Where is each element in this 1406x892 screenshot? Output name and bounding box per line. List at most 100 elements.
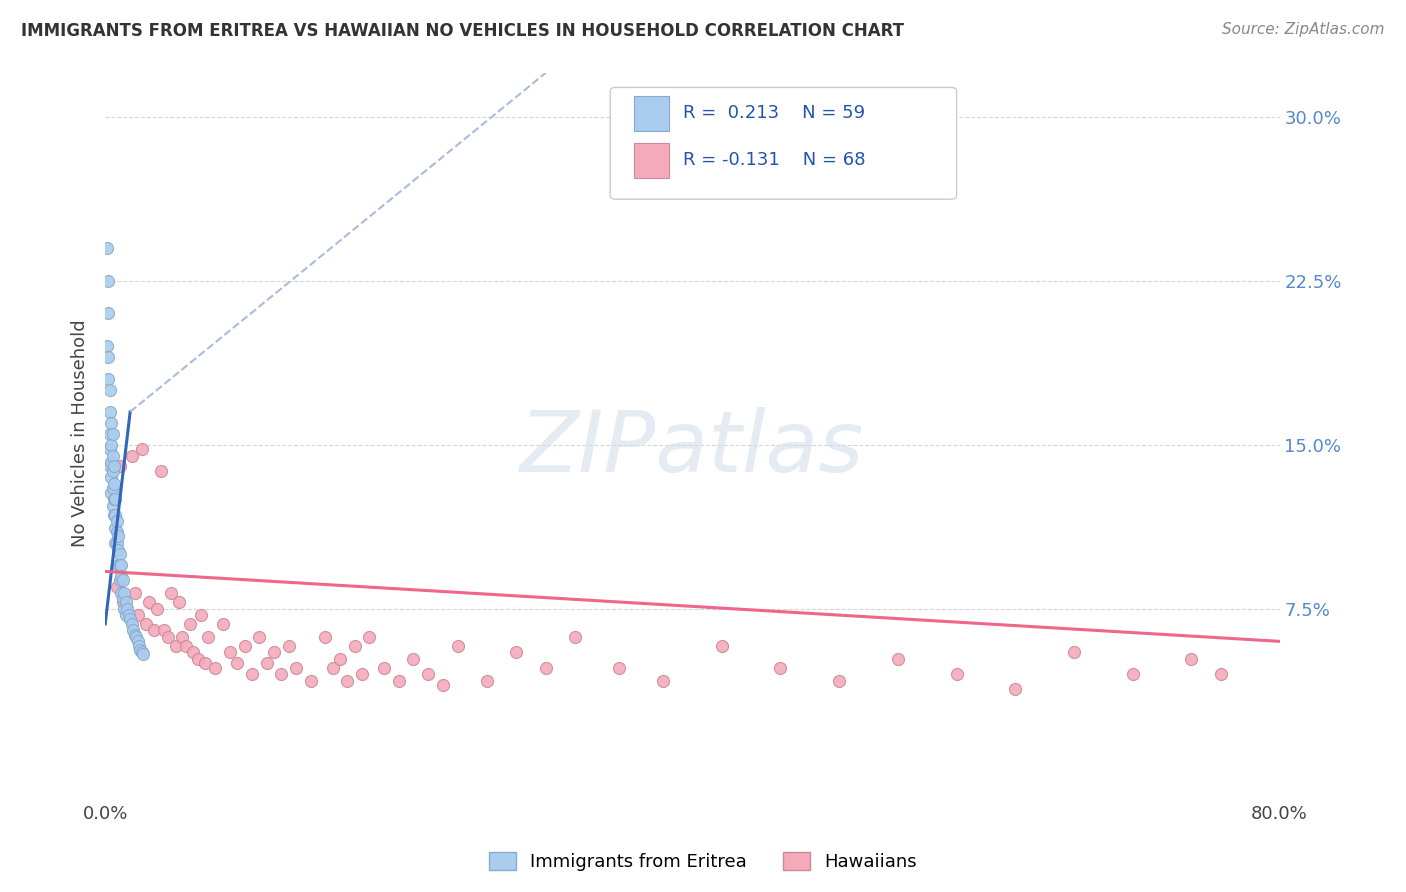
- Point: [100, 437, 122, 451]
- Point: [150, 464, 173, 478]
- Point: [256, 657, 278, 671]
- Point: [1122, 667, 1144, 681]
- Point: [132, 648, 155, 662]
- Point: [418, 667, 440, 681]
- Point: [263, 645, 285, 659]
- Point: [105, 580, 128, 594]
- Point: [219, 645, 242, 659]
- Point: [135, 616, 157, 631]
- Point: [710, 639, 733, 653]
- Text: R =  0.213    N = 59: R = 0.213 N = 59: [683, 104, 865, 122]
- Point: [104, 536, 127, 550]
- Point: [103, 459, 125, 474]
- Point: [1209, 667, 1232, 681]
- Point: [97, 372, 120, 386]
- Point: [100, 416, 122, 430]
- Point: [1063, 645, 1085, 659]
- Point: [98, 459, 121, 474]
- Point: [112, 586, 135, 600]
- Point: [98, 442, 121, 456]
- Point: [121, 616, 143, 631]
- Point: [112, 601, 135, 615]
- Point: [194, 657, 217, 671]
- Point: [534, 660, 557, 674]
- Point: [314, 630, 336, 644]
- Point: [170, 630, 193, 644]
- Point: [111, 591, 134, 605]
- Text: ZIPatlas: ZIPatlas: [520, 407, 865, 490]
- Point: [101, 449, 124, 463]
- Point: [115, 601, 138, 615]
- Point: [121, 449, 143, 463]
- FancyBboxPatch shape: [634, 143, 669, 178]
- Point: [190, 608, 212, 623]
- Point: [101, 426, 124, 441]
- Point: [104, 508, 127, 522]
- Point: [226, 657, 249, 671]
- Point: [181, 645, 204, 659]
- Point: [103, 508, 125, 522]
- Point: [100, 485, 122, 500]
- Point: [98, 383, 121, 397]
- Point: [108, 547, 131, 561]
- Point: [138, 595, 160, 609]
- Point: [128, 639, 150, 653]
- Point: [187, 652, 209, 666]
- FancyBboxPatch shape: [610, 87, 956, 199]
- Point: [432, 678, 454, 692]
- Point: [110, 568, 132, 582]
- Point: [247, 630, 270, 644]
- Point: [118, 608, 141, 623]
- Point: [1180, 652, 1202, 666]
- Point: [131, 442, 153, 456]
- Point: [343, 639, 366, 653]
- Point: [105, 524, 128, 539]
- Point: [98, 426, 121, 441]
- Point: [110, 558, 132, 572]
- Point: [197, 630, 219, 644]
- Point: [108, 558, 131, 572]
- Point: [240, 667, 263, 681]
- Point: [233, 639, 256, 653]
- Point: [373, 660, 395, 674]
- Point: [111, 595, 134, 609]
- Point: [110, 586, 132, 600]
- Point: [105, 514, 128, 528]
- Point: [105, 536, 128, 550]
- Point: [329, 652, 352, 666]
- Y-axis label: No Vehicles in Household: No Vehicles in Household: [72, 320, 89, 548]
- Point: [157, 630, 180, 644]
- Point: [359, 630, 381, 644]
- Text: R = -0.131    N = 68: R = -0.131 N = 68: [683, 152, 866, 169]
- Point: [104, 521, 127, 535]
- Point: [145, 601, 167, 615]
- Point: [446, 639, 468, 653]
- Point: [131, 645, 153, 659]
- Point: [607, 660, 630, 674]
- Point: [97, 350, 120, 364]
- Point: [129, 643, 152, 657]
- Point: [108, 459, 131, 474]
- Point: [96, 339, 118, 353]
- Point: [96, 241, 118, 255]
- Point: [100, 470, 122, 484]
- Point: [277, 639, 299, 653]
- Point: [103, 477, 125, 491]
- Point: [165, 639, 187, 653]
- Point: [103, 492, 125, 507]
- Point: [322, 660, 344, 674]
- Point: [107, 529, 129, 543]
- Point: [270, 667, 292, 681]
- Point: [1004, 682, 1026, 697]
- Point: [107, 558, 129, 572]
- Point: [111, 573, 134, 587]
- Point: [153, 624, 176, 638]
- FancyBboxPatch shape: [634, 96, 669, 131]
- Point: [160, 586, 183, 600]
- Point: [100, 455, 122, 469]
- Point: [142, 624, 165, 638]
- Point: [652, 673, 675, 688]
- Point: [887, 652, 910, 666]
- Point: [104, 492, 127, 507]
- Point: [505, 645, 527, 659]
